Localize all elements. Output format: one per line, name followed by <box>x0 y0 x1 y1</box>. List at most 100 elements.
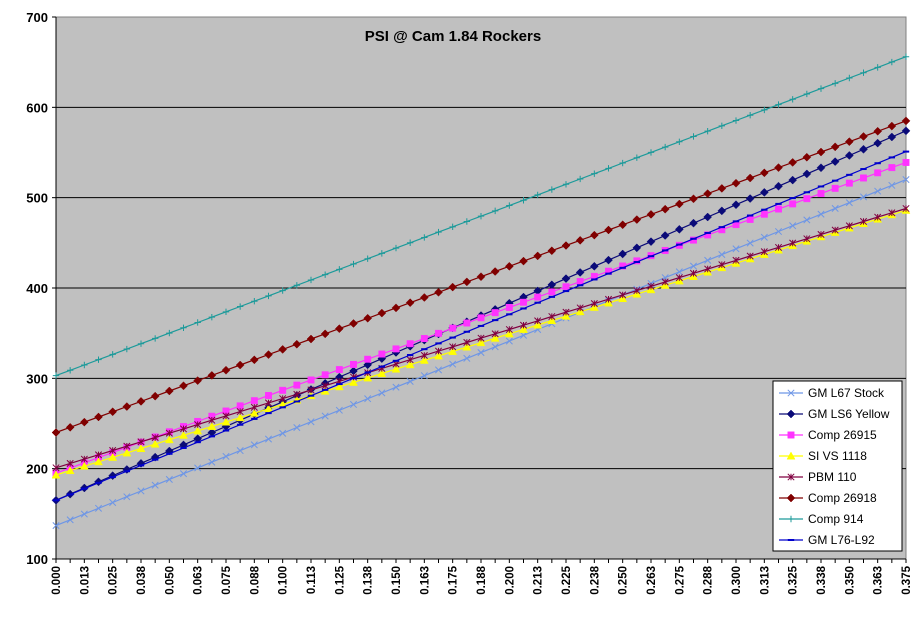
data-point <box>561 311 571 320</box>
data-point <box>619 291 627 299</box>
data-point <box>859 144 868 154</box>
data-point <box>547 316 557 325</box>
data-point <box>816 147 826 157</box>
x-tick-label: 0.238 <box>589 565 601 594</box>
data-point <box>477 314 485 322</box>
data-point <box>576 304 584 312</box>
data-point <box>816 163 826 173</box>
data-point <box>434 287 443 297</box>
y-tick-label: 600 <box>26 100 48 115</box>
data-point <box>802 152 812 162</box>
data-point <box>505 337 513 345</box>
data-point <box>519 256 528 266</box>
data-point <box>377 308 387 318</box>
data-point <box>575 268 585 277</box>
data-point <box>674 199 684 209</box>
data-point <box>533 251 543 261</box>
data-point <box>646 210 656 219</box>
data-point <box>293 282 301 289</box>
legend-swatch-marker <box>786 493 796 503</box>
data-point <box>604 255 613 265</box>
data-point <box>335 406 343 414</box>
data-point <box>633 287 641 295</box>
data-point <box>845 179 853 187</box>
data-point <box>151 335 159 342</box>
data-point <box>703 189 713 198</box>
data-point <box>406 356 414 364</box>
x-tick-label: 0.275 <box>674 565 686 594</box>
data-point <box>434 351 443 360</box>
y-tick-label: 700 <box>26 10 48 25</box>
data-point <box>250 403 258 411</box>
data-point <box>859 193 868 201</box>
data-point <box>888 58 896 66</box>
data-point <box>887 121 897 131</box>
data-point <box>746 252 754 260</box>
legend: GM L67 Stock GM LS6 Yellow Comp 26915 SI VS… <box>772 380 903 552</box>
data-point <box>618 294 628 302</box>
data-point <box>321 382 329 390</box>
data-point <box>704 127 711 135</box>
data-point <box>66 516 74 524</box>
data-point <box>633 154 641 161</box>
data-point <box>193 426 203 435</box>
data-point <box>392 383 400 391</box>
data-point <box>846 74 853 82</box>
data-point <box>279 287 286 294</box>
data-point <box>150 391 160 401</box>
x-tick-label: 0.213 <box>533 566 545 595</box>
legend-label: Comp 26918 <box>808 491 877 505</box>
data-point <box>420 335 428 342</box>
x-tick-label: 0.013 <box>79 566 91 595</box>
data-point <box>490 333 500 342</box>
data-point <box>462 277 472 287</box>
data-point <box>350 260 357 268</box>
data-point <box>689 262 698 270</box>
data-point <box>377 369 387 377</box>
x-tick-label: 0.050 <box>164 566 176 595</box>
data-point <box>222 412 230 420</box>
x-tick-label: 0.113 <box>306 566 318 594</box>
data-point <box>745 173 755 183</box>
data-point <box>406 377 414 385</box>
data-point <box>504 329 514 338</box>
series-group <box>51 53 911 530</box>
data-point <box>619 159 626 167</box>
data-point <box>561 274 571 283</box>
x-tick-label: 0.138 <box>363 565 375 594</box>
x-tick-label: 0.163 <box>419 566 431 595</box>
data-point <box>434 347 443 355</box>
y-axis: 100 200 300 400 500 600 700 <box>26 10 57 567</box>
data-point <box>307 418 315 426</box>
data-point <box>505 325 513 334</box>
data-point <box>860 174 867 182</box>
chart-title: PSI @ Cam 1.84 Rockers <box>365 28 541 45</box>
data-point <box>690 133 697 140</box>
x-tick-label: 0.200 <box>504 566 516 595</box>
data-point <box>52 464 60 472</box>
data-point <box>888 209 896 217</box>
data-point <box>278 345 288 354</box>
data-point <box>844 151 854 160</box>
data-point <box>704 265 712 273</box>
data-point <box>746 239 754 247</box>
legend-swatch-marker <box>787 431 795 439</box>
data-point <box>575 235 585 245</box>
data-point <box>165 429 173 437</box>
legend-swatch-marker <box>786 409 796 419</box>
data-point <box>123 442 131 450</box>
data-point <box>136 397 146 406</box>
data-point <box>449 324 457 332</box>
data-point <box>463 354 471 362</box>
data-point <box>788 175 798 185</box>
legend-box <box>772 380 903 552</box>
data-point <box>902 176 910 184</box>
data-point <box>476 272 486 282</box>
data-point <box>759 168 769 178</box>
data-point <box>250 441 258 449</box>
legend-swatch-marker <box>786 451 796 460</box>
x-tick-label: 0.125 <box>334 565 346 594</box>
data-point <box>419 355 429 364</box>
data-point <box>250 397 258 405</box>
x-tick-label: 0.300 <box>731 566 743 595</box>
